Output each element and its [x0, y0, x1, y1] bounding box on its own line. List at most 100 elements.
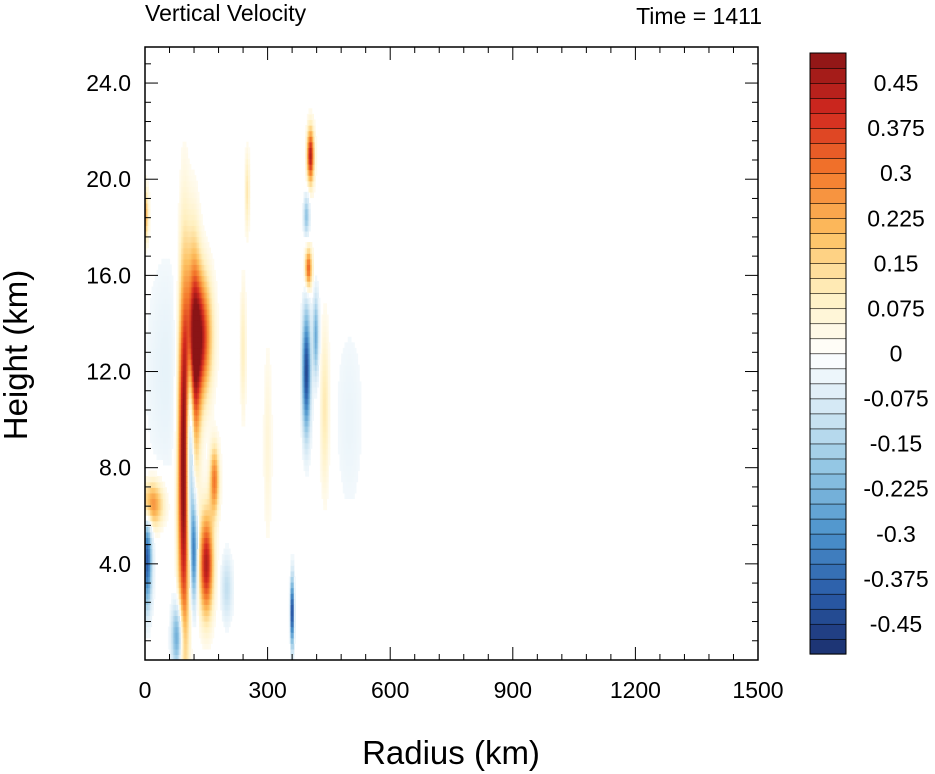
heatmap-cell — [185, 208, 189, 215]
heatmap-cell — [208, 509, 211, 516]
heatmap-cell — [339, 403, 342, 410]
heatmap-cell — [162, 420, 166, 427]
heatmap-cell — [151, 576, 154, 583]
colorbar-label: 0.45 — [874, 70, 919, 96]
heatmap-cell — [241, 308, 244, 316]
heatmap-cell — [220, 604, 223, 611]
heatmap-cell — [158, 487, 161, 494]
heatmap-cell — [212, 632, 215, 639]
heatmap-cell — [184, 381, 187, 388]
heatmap-cell — [300, 364, 303, 371]
heatmap-cell — [194, 509, 197, 516]
heatmap-cell — [161, 509, 164, 516]
heatmap-cell — [148, 632, 151, 639]
heatmap-cell — [205, 336, 208, 343]
heatmap-cell — [213, 303, 216, 310]
heatmap-cell — [223, 559, 226, 566]
heatmap-cell — [156, 509, 159, 516]
heatmap-cell — [244, 292, 247, 299]
heatmap-cell — [292, 570, 295, 578]
heatmap-cell — [207, 359, 210, 366]
heatmap-cell — [179, 654, 182, 660]
heatmap-cell — [182, 258, 185, 265]
heatmap-cell — [156, 398, 159, 405]
heatmap-cell — [315, 164, 318, 171]
heatmap-cell — [151, 308, 154, 316]
heatmap-cell — [190, 593, 193, 600]
heatmap-cell — [185, 637, 189, 644]
heatmap-cell — [349, 386, 352, 394]
heatmap-cell — [145, 236, 148, 243]
heatmap-cell — [205, 247, 208, 254]
heatmap-cell — [346, 431, 349, 438]
heatmap-cell — [190, 214, 193, 221]
heatmap-cell — [176, 565, 179, 572]
heatmap-cell — [205, 559, 208, 566]
heatmap-cell — [197, 230, 200, 238]
heatmap-cell — [346, 476, 349, 483]
heatmap-cell — [243, 386, 246, 394]
heatmap-cell — [194, 297, 197, 304]
heatmap-cell — [203, 292, 207, 299]
heatmap-cell — [221, 604, 225, 611]
heatmap-cell — [205, 570, 208, 578]
heatmap-cell — [185, 247, 189, 254]
heatmap-cell — [313, 136, 316, 143]
heatmap-cell — [359, 386, 362, 394]
heatmap-cell — [184, 520, 187, 527]
heatmap-cell — [210, 314, 213, 321]
heatmap-cell — [220, 481, 223, 488]
heatmap-cell — [197, 425, 200, 433]
heatmap-cell — [326, 425, 329, 433]
heatmap-cell — [262, 425, 265, 433]
heatmap-cell — [200, 225, 203, 232]
heatmap-cell — [357, 386, 360, 394]
heatmap-cell — [337, 425, 341, 433]
heatmap-cell — [342, 459, 346, 466]
heatmap-cell — [166, 515, 169, 522]
heatmap-cell — [164, 492, 167, 499]
heatmap-cell — [180, 375, 184, 382]
heatmap-cell — [205, 537, 208, 544]
heatmap-cell — [216, 448, 220, 455]
heatmap-cell — [187, 308, 190, 316]
heatmap-cell — [200, 559, 203, 566]
heatmap-cell — [179, 269, 182, 277]
heatmap-cell — [203, 370, 207, 377]
heatmap-cell — [202, 442, 205, 449]
heatmap-cell — [243, 392, 246, 399]
heatmap-cell — [154, 303, 158, 310]
heatmap-cell — [347, 386, 350, 394]
heatmap-cell — [166, 381, 169, 388]
heatmap-cell — [269, 409, 272, 416]
heatmap-cell — [305, 169, 308, 176]
heatmap-cell — [172, 320, 176, 327]
heatmap-cell — [203, 414, 207, 421]
heatmap-cell — [241, 392, 244, 399]
heatmap-cell — [215, 470, 218, 477]
heatmap-cell — [200, 331, 203, 338]
heatmap-cell — [158, 281, 161, 288]
heatmap-cell — [169, 448, 172, 455]
heatmap-cell — [187, 637, 190, 644]
heatmap-cell — [352, 442, 355, 449]
heatmap-cell — [154, 320, 158, 327]
heatmap-cell — [231, 559, 234, 566]
heatmap-cell — [207, 336, 210, 343]
heatmap-cell — [187, 414, 190, 421]
heatmap-cell — [153, 364, 156, 371]
heatmap-cell — [315, 325, 318, 332]
heatmap-cell — [185, 648, 189, 656]
heatmap-cell — [324, 425, 328, 433]
heatmap-cell — [328, 448, 331, 455]
heatmap-cell — [202, 459, 205, 466]
heatmap-cell — [357, 403, 360, 410]
heatmap-cell — [197, 347, 200, 355]
heatmap-cell — [187, 342, 190, 349]
heatmap-cell — [161, 492, 164, 499]
heatmap-cell — [359, 420, 362, 427]
heatmap-cell — [169, 604, 172, 611]
heatmap-cell — [316, 308, 319, 316]
heatmap-cell — [247, 191, 251, 199]
heatmap-cell — [269, 453, 272, 460]
